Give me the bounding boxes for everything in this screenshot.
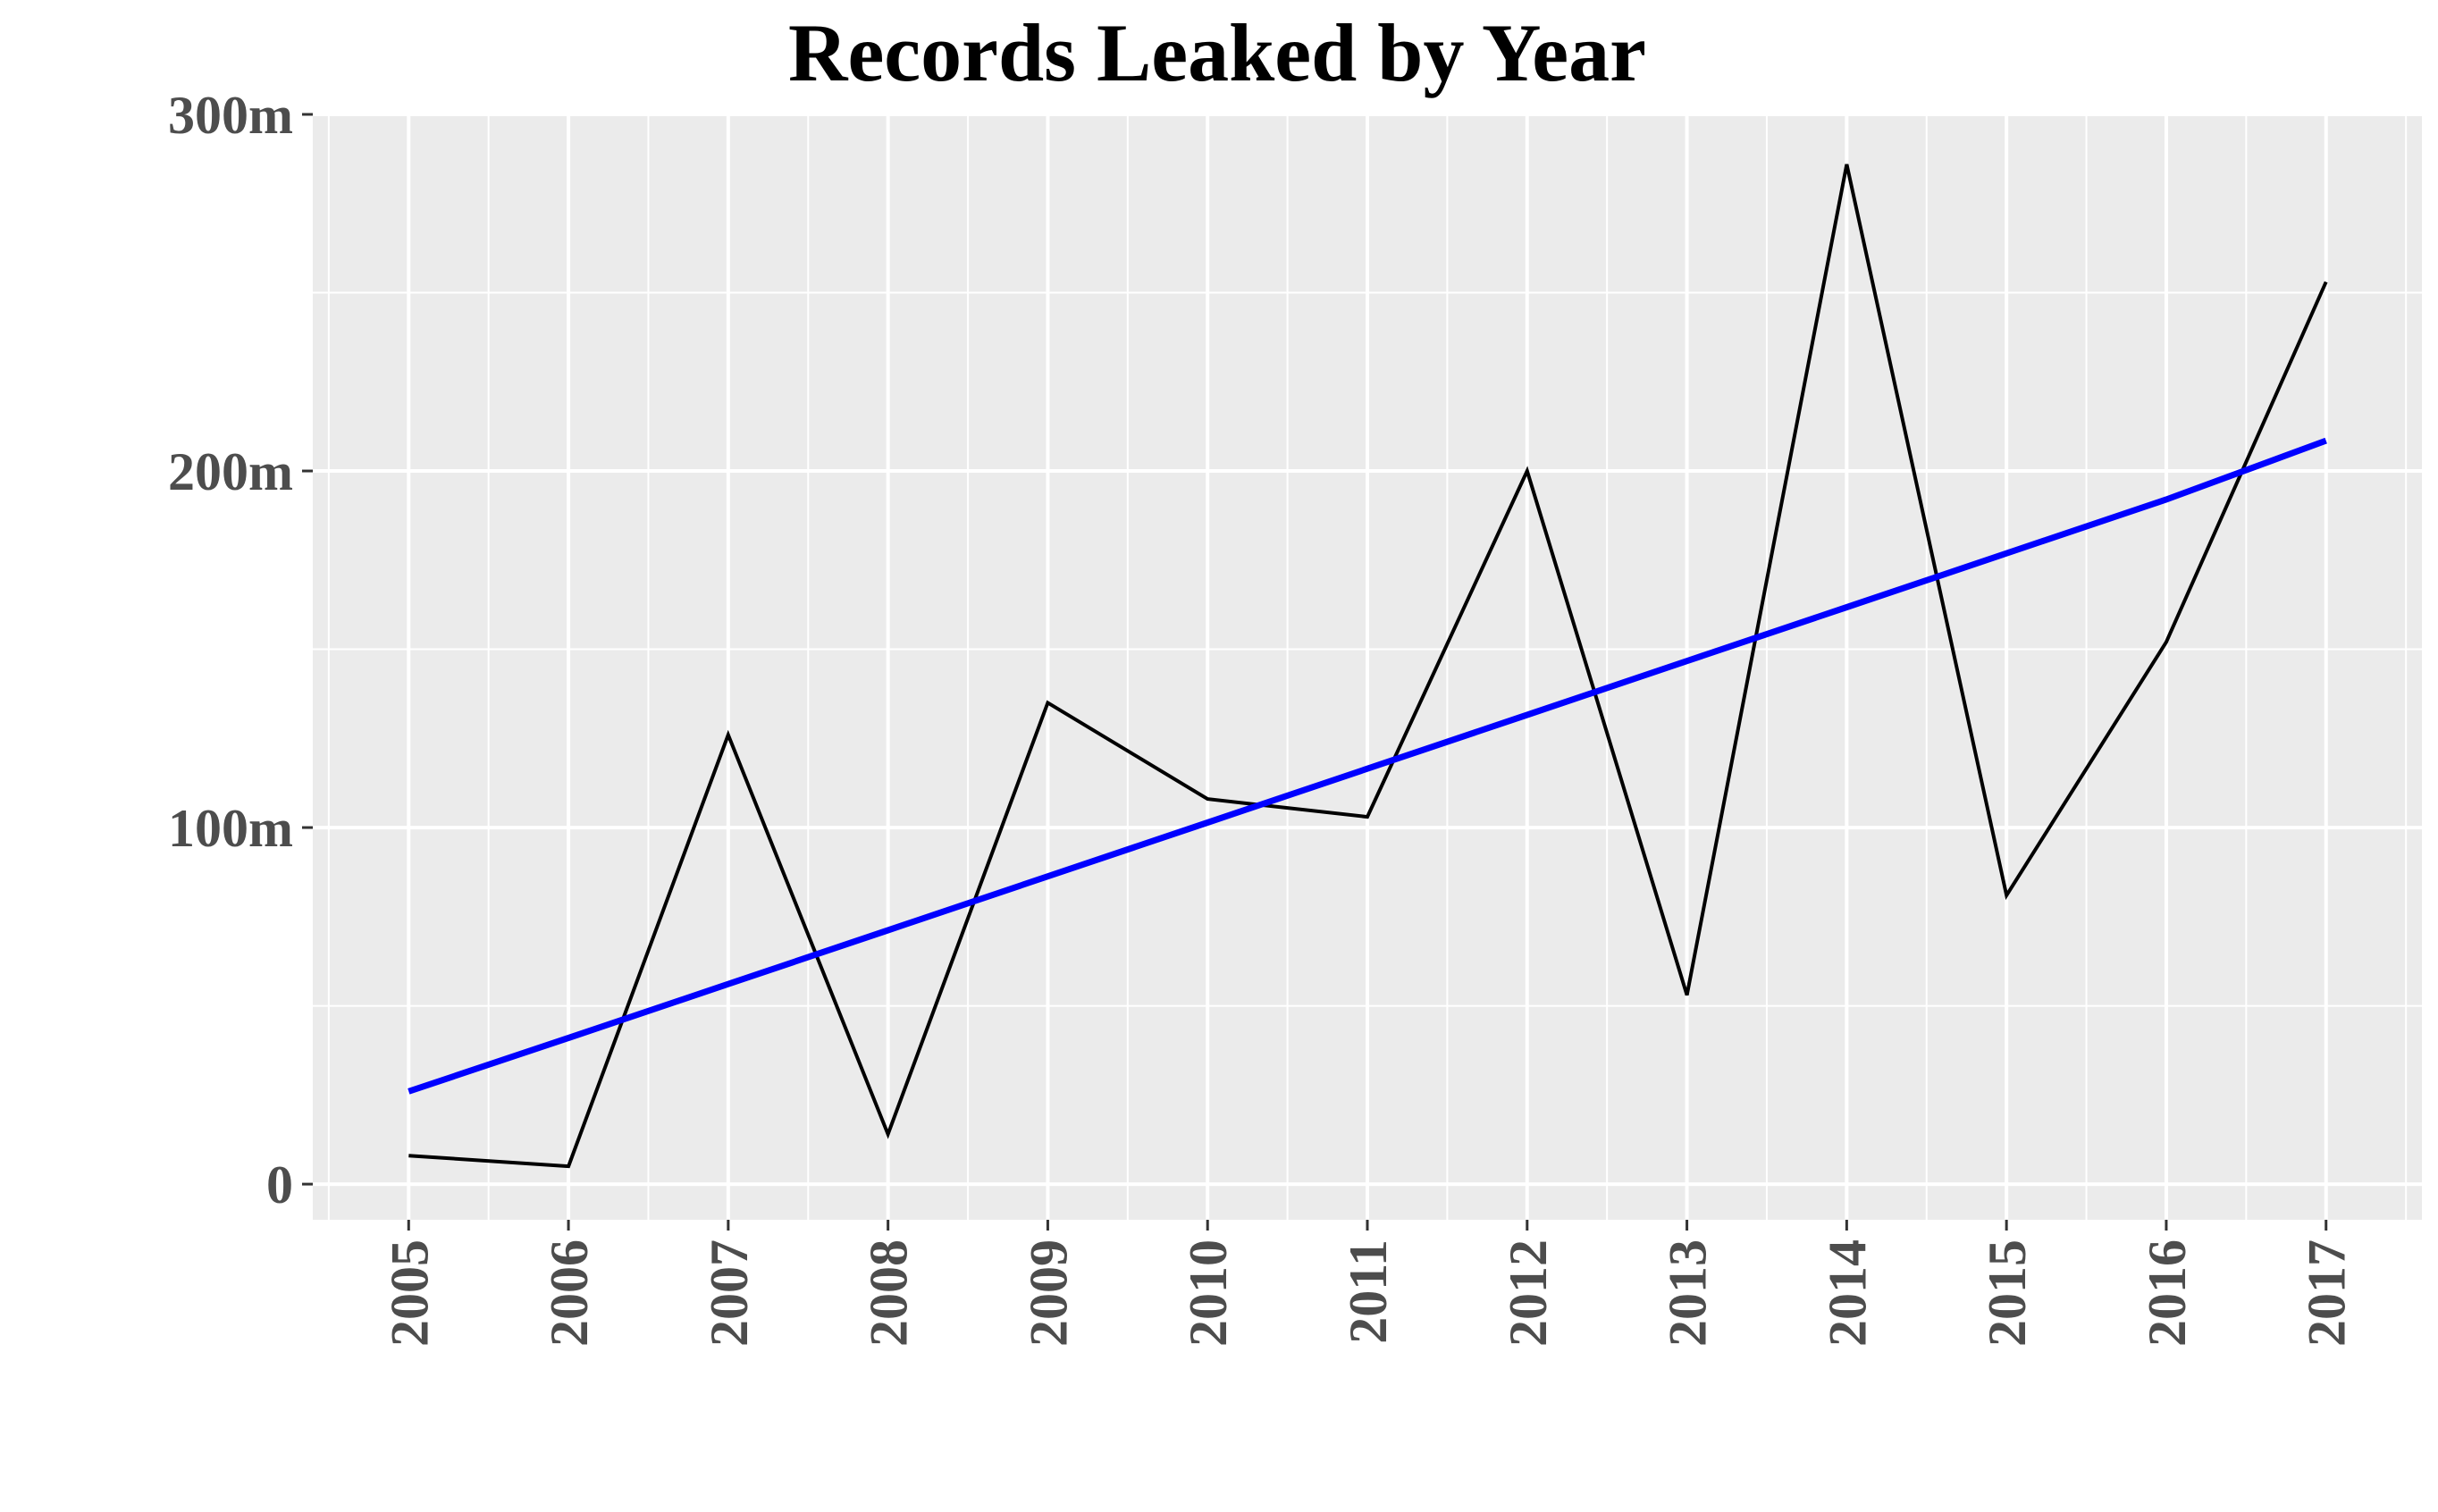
x-tick-label: 2008 bbox=[860, 1239, 919, 1347]
x-tick-label: 2010 bbox=[1179, 1239, 1238, 1347]
x-tick-label: 2005 bbox=[380, 1239, 439, 1347]
y-axis: 0 100m 200m 300m bbox=[168, 86, 313, 1214]
chart-title: Records Leaked by Year bbox=[788, 7, 1646, 98]
x-tick-label: 2009 bbox=[1019, 1239, 1078, 1347]
x-tick-label: 2013 bbox=[1659, 1239, 1718, 1347]
y-tick-label: 200m bbox=[168, 442, 293, 501]
x-tick-label: 2017 bbox=[2298, 1239, 2357, 1347]
y-tick-label: 0 bbox=[266, 1155, 293, 1214]
x-tick-label: 2014 bbox=[1818, 1239, 1877, 1347]
x-tick-label: 2015 bbox=[1978, 1239, 2037, 1347]
x-tick-label: 2012 bbox=[1499, 1239, 1558, 1347]
x-axis: 2005 2006 2007 2008 2009 2010 2011 2012 2013 2014… bbox=[380, 1220, 2356, 1347]
y-tick-label: 300m bbox=[168, 86, 293, 145]
x-tick-label: 2006 bbox=[540, 1239, 599, 1347]
x-tick-label: 2011 bbox=[1339, 1239, 1398, 1344]
y-tick-label: 100m bbox=[168, 799, 293, 858]
x-tick-label: 2007 bbox=[700, 1239, 759, 1347]
x-tick-label: 2016 bbox=[2138, 1239, 2197, 1347]
